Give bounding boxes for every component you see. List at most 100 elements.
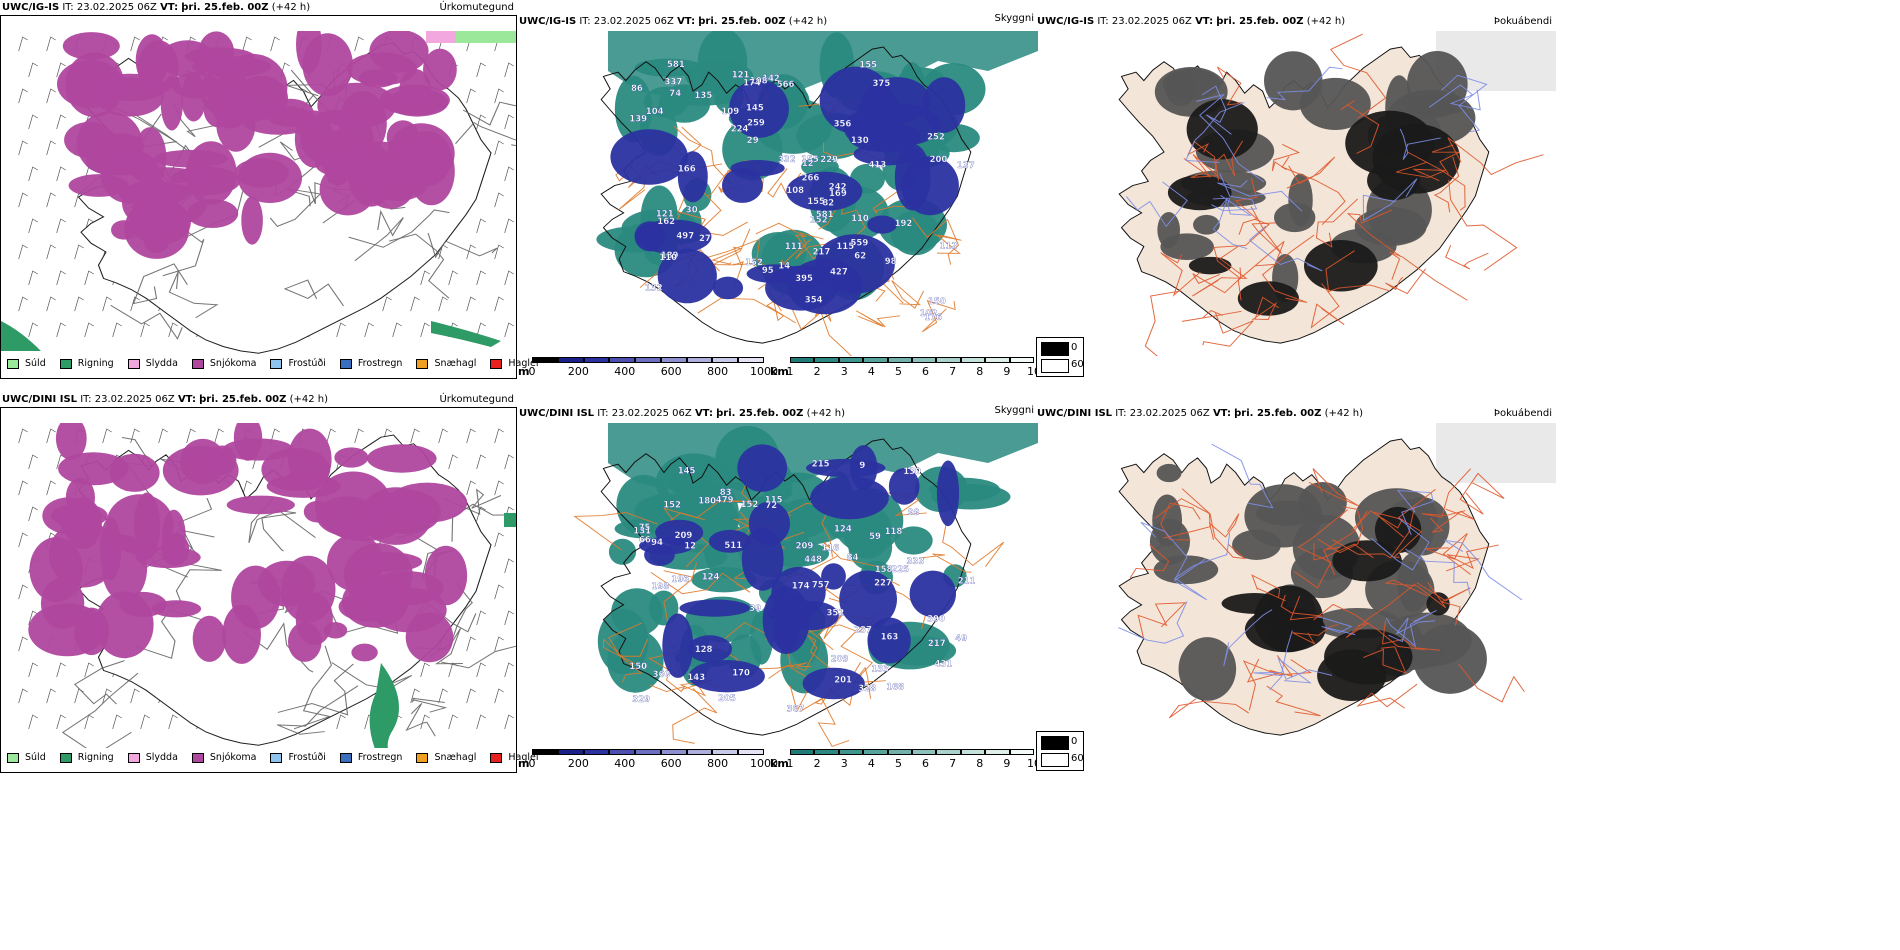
wind-barb [420,662,430,678]
scale-swatch [960,357,986,363]
wind-barb [494,688,504,704]
road-line [1396,161,1446,182]
snow-depth-patch [867,617,911,664]
legend-label: Slydda [145,752,178,763]
visibility-patch [607,629,664,693]
snow-depth-label: 242 [829,183,847,193]
road-line [1154,498,1211,539]
legend-item: Rigning [59,752,114,763]
wind-barb [494,244,504,260]
snow-depth-label: 259 [747,118,765,128]
snow-depth-label: 209 [796,542,814,552]
scale-swatch [557,749,584,755]
road-line [411,697,448,713]
road-line [1253,630,1293,691]
scale-tick-label: 1 [786,757,794,770]
snow-depth-label: 145 [678,467,696,477]
snow-depth-patch [867,215,897,234]
snow-depth-label: 559 [851,239,869,249]
snow-depth-patch [737,444,788,492]
scale-swatch [985,357,1010,363]
legend-label: Súld [25,358,46,369]
wind-barb [476,114,486,130]
road-line [795,232,835,260]
snow-depth-patch [639,537,694,555]
snow-depth-patch [610,129,688,185]
wind-barb [130,36,140,52]
snow-depth-label: 217 [928,639,946,649]
snow-depth-patch [679,599,750,617]
fog-legend: 0 60 [1036,731,1084,771]
snow-depth-label: 169 [829,189,847,199]
road-line [1181,309,1242,322]
snow-patch [133,167,200,185]
wind-barb [28,506,38,522]
snow-depth-label: 155 [859,60,877,70]
snow-depth-label: 75 [639,523,651,533]
legend-item: Rigning [59,358,114,369]
snow-depth-patch [821,563,846,590]
wind-barb [476,62,486,78]
scale-unit: m [518,365,530,378]
snow-depth-label: 413 [869,160,887,170]
snow-patch [387,123,455,184]
road-line [920,553,972,573]
wind-barb [46,296,56,312]
snow-depth-label: 132 [645,284,663,294]
wind-barb [504,114,514,130]
snow-depth-label: 131 [633,527,651,537]
legend-item: Frostregn [339,752,402,763]
road-line [1192,245,1248,297]
scale-swatch [887,749,912,755]
snow-depth-label: 98 [885,257,897,267]
fog-shade [1397,552,1430,612]
snow-depth-patch [712,276,744,300]
road-line [61,672,139,748]
road-line [1266,685,1321,717]
wind-barb [420,322,430,338]
legend-label: Rigning [77,752,114,763]
legend-item: Snjókoma [191,358,256,369]
snow-depth-label: 143 [687,673,705,683]
legend-item: Frostregn [339,358,402,369]
road-line [663,562,698,624]
road-line [248,497,316,544]
snow-depth-label: 170 [732,668,750,678]
snow-depth-patch [810,476,889,520]
road-line [440,645,516,669]
snow-depth-label: 511 [724,541,742,551]
wind-barb [494,296,504,312]
road-line [1429,508,1475,533]
road-line [1389,251,1468,301]
snow-depth-label: 110 [851,214,869,224]
road-line [1317,616,1356,636]
road-line [1447,137,1544,176]
panel-variable-label: Skyggni [994,405,1034,416]
snow-depth-label: 566 [777,80,795,90]
legend-swatch [59,752,72,763]
snow-patch [379,84,450,116]
road-line [1325,250,1391,293]
wind-barb [28,62,38,78]
snow-depth-patch [806,458,886,478]
road-line [1217,180,1303,212]
wind-barb [18,36,28,52]
snow-depth-patch [662,613,694,678]
wind-barb [504,558,514,574]
road-line [1211,173,1258,212]
scale-swatch [912,357,937,363]
wind-barb [438,428,448,444]
snow-depth-label: 757 [812,581,830,591]
snow-depth-label: 137 [957,161,975,171]
wind-barb [382,296,392,312]
snow-depth-label: 158 [875,565,893,575]
snow-depth-label: 142 [762,74,780,84]
road-line [697,297,785,322]
legend-swatch [270,752,283,763]
panel-title: UWC/IG-IS IT: 23.02.2025 06Z VT: þri. 25… [519,16,828,27]
fog-legend-swatch [1041,736,1069,750]
legend-label: Snæhagl [434,752,477,763]
scale-swatch [635,357,661,363]
wind-barb [28,270,38,286]
road-line [1213,218,1270,279]
